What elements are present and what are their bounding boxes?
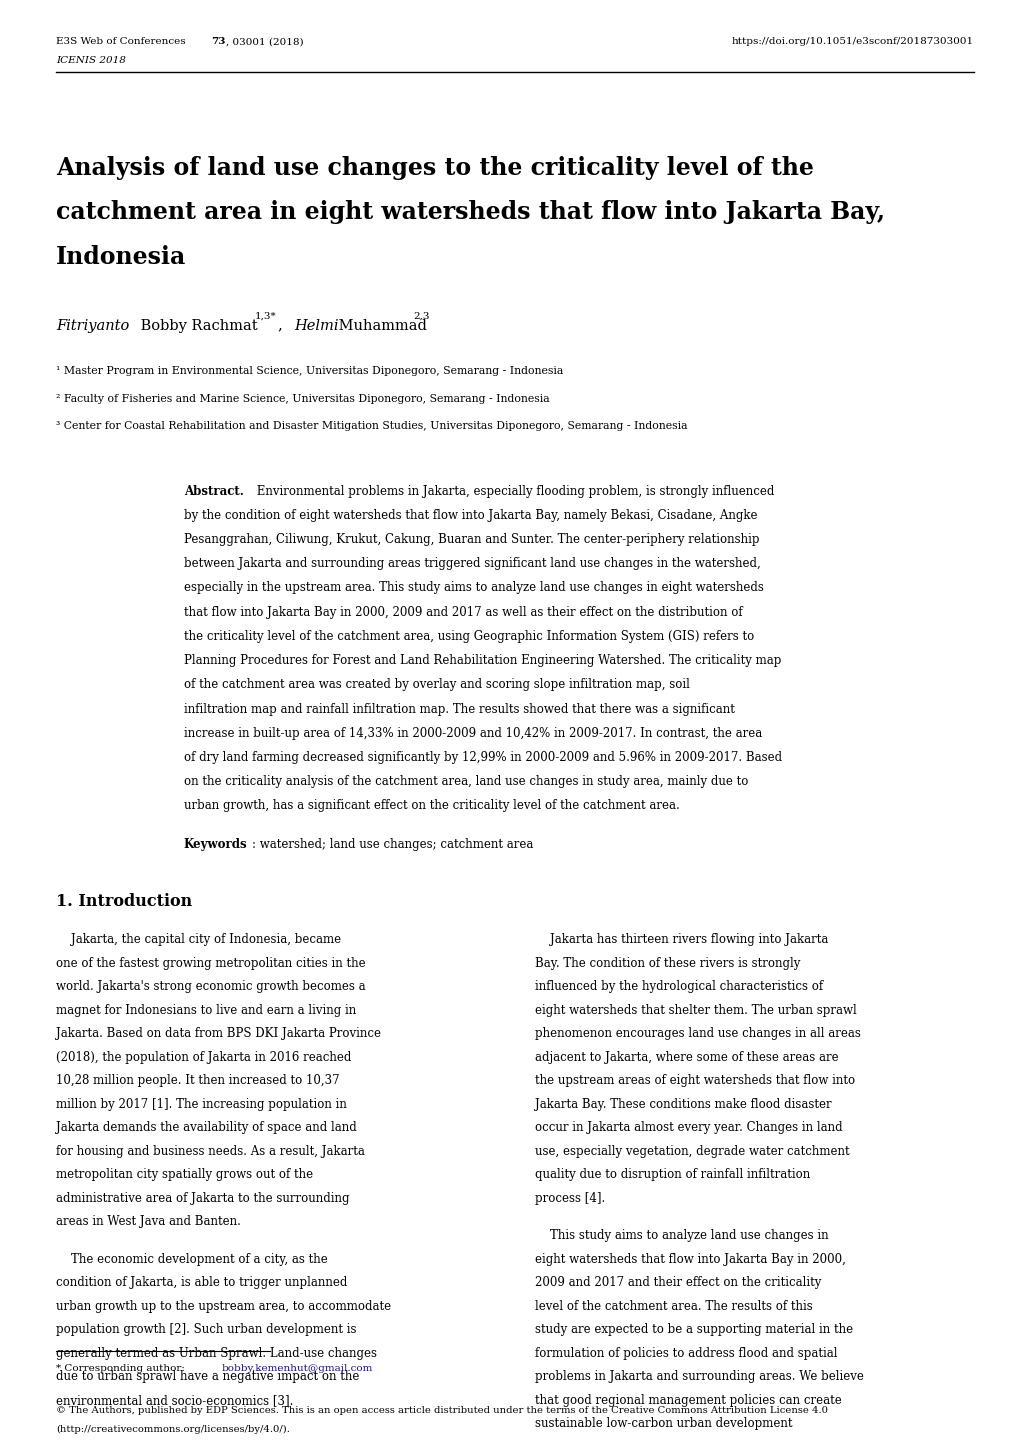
Text: that flow into Jakarta Bay in 2000, 2009 and 2017 as well as their effect on the: that flow into Jakarta Bay in 2000, 2009… <box>183 606 742 619</box>
Text: by the condition of eight watersheds that flow into Jakarta Bay, namely Bekasi, : by the condition of eight watersheds tha… <box>183 509 756 522</box>
Text: : watershed; land use changes; catchment area: : watershed; land use changes; catchment… <box>252 838 533 851</box>
Text: The economic development of a city, as the: The economic development of a city, as t… <box>56 1253 327 1266</box>
Text: influenced by the hydrological characteristics of: influenced by the hydrological character… <box>535 981 822 994</box>
Text: sustainable low-carbon urban development: sustainable low-carbon urban development <box>535 1417 792 1430</box>
Text: generally termed as Urban Sprawl. Land-use changes: generally termed as Urban Sprawl. Land-u… <box>56 1347 377 1360</box>
Text: , 03001 (2018): , 03001 (2018) <box>226 37 304 46</box>
Text: the criticality level of the catchment area, using Geographic Information System: the criticality level of the catchment a… <box>183 630 753 643</box>
Text: study are expected to be a supporting material in the: study are expected to be a supporting ma… <box>535 1324 853 1337</box>
Text: Keywords: Keywords <box>183 838 247 851</box>
Text: one of the fastest growing metropolitan cities in the: one of the fastest growing metropolitan … <box>56 957 366 970</box>
Text: problems in Jakarta and surrounding areas. We believe: problems in Jakarta and surrounding area… <box>535 1370 863 1383</box>
Text: Jakarta has thirteen rivers flowing into Jakarta: Jakarta has thirteen rivers flowing into… <box>535 933 828 946</box>
Text: 73: 73 <box>211 37 225 46</box>
Text: 2009 and 2017 and their effect on the criticality: 2009 and 2017 and their effect on the cr… <box>535 1276 821 1289</box>
Text: metropolitan city spatially grows out of the: metropolitan city spatially grows out of… <box>56 1168 313 1181</box>
Text: 10,28 million people. It then increased to 10,37: 10,28 million people. It then increased … <box>56 1074 339 1087</box>
Text: Fitriyanto: Fitriyanto <box>56 319 129 333</box>
Text: especially in the upstream area. This study aims to analyze land use changes in : especially in the upstream area. This st… <box>183 581 763 594</box>
Text: that good regional management policies can create: that good regional management policies c… <box>535 1394 842 1407</box>
Text: ¹ Master Program in Environmental Science, Universitas Diponegoro, Semarang - In: ¹ Master Program in Environmental Scienc… <box>56 366 562 376</box>
Text: Environmental problems in Jakarta, especially flooding problem, is strongly infl: Environmental problems in Jakarta, espec… <box>253 485 773 497</box>
Text: environmental and socio-economics [3].: environmental and socio-economics [3]. <box>56 1394 293 1407</box>
Text: adjacent to Jakarta, where some of these areas are: adjacent to Jakarta, where some of these… <box>535 1051 839 1064</box>
Text: Pesanggrahan, Ciliwung, Krukut, Cakung, Buaran and Sunter. The center-periphery : Pesanggrahan, Ciliwung, Krukut, Cakung, … <box>183 534 758 547</box>
Text: bobby.kemenhut@gmail.com: bobby.kemenhut@gmail.com <box>221 1364 372 1373</box>
Text: Indonesia: Indonesia <box>56 245 186 270</box>
Text: formulation of policies to address flood and spatial: formulation of policies to address flood… <box>535 1347 838 1360</box>
Text: process [4].: process [4]. <box>535 1191 605 1206</box>
Text: administrative area of Jakarta to the surrounding: administrative area of Jakarta to the su… <box>56 1191 350 1206</box>
Text: condition of Jakarta, is able to trigger unplanned: condition of Jakarta, is able to trigger… <box>56 1276 347 1289</box>
Text: ³ Center for Coastal Rehabilitation and Disaster Mitigation Studies, Universitas: ³ Center for Coastal Rehabilitation and … <box>56 421 687 431</box>
Text: Abstract.: Abstract. <box>183 485 244 497</box>
Text: 1,3*: 1,3* <box>255 311 276 320</box>
Text: ICENIS 2018: ICENIS 2018 <box>56 56 126 65</box>
Text: use, especially vegetation, degrade water catchment: use, especially vegetation, degrade wate… <box>535 1145 849 1158</box>
Text: * Corresponding author:: * Corresponding author: <box>56 1364 189 1373</box>
Text: urban growth, has a significant effect on the criticality level of the catchment: urban growth, has a significant effect o… <box>183 799 679 812</box>
Text: quality due to disruption of rainfall infiltration: quality due to disruption of rainfall in… <box>535 1168 810 1181</box>
Text: urban growth up to the upstream area, to accommodate: urban growth up to the upstream area, to… <box>56 1299 391 1312</box>
Text: Jakarta. Based on data from BPS DKI Jakarta Province: Jakarta. Based on data from BPS DKI Jaka… <box>56 1027 381 1040</box>
Text: million by 2017 [1]. The increasing population in: million by 2017 [1]. The increasing popu… <box>56 1097 346 1110</box>
Text: catchment area in eight watersheds that flow into Jakarta Bay,: catchment area in eight watersheds that … <box>56 200 884 225</box>
Text: (2018), the population of Jakarta in 2016 reached: (2018), the population of Jakarta in 201… <box>56 1051 352 1064</box>
Text: 2,3: 2,3 <box>413 311 429 320</box>
Text: infiltration map and rainfall infiltration map. The results showed that there wa: infiltration map and rainfall infiltrati… <box>183 702 734 715</box>
Text: population growth [2]. Such urban development is: population growth [2]. Such urban develo… <box>56 1324 357 1337</box>
Text: areas in West Java and Banten.: areas in West Java and Banten. <box>56 1216 240 1229</box>
Text: between Jakarta and surrounding areas triggered significant land use changes in : between Jakarta and surrounding areas tr… <box>183 557 759 570</box>
Text: eight watersheds that shelter them. The urban sprawl: eight watersheds that shelter them. The … <box>535 1004 856 1017</box>
Text: This study aims to analyze land use changes in: This study aims to analyze land use chan… <box>535 1230 828 1243</box>
Text: of the catchment area was created by overlay and scoring slope infiltration map,: of the catchment area was created by ove… <box>183 678 689 691</box>
Text: level of the catchment area. The results of this: level of the catchment area. The results… <box>535 1299 812 1312</box>
Text: eight watersheds that flow into Jakarta Bay in 2000,: eight watersheds that flow into Jakarta … <box>535 1253 846 1266</box>
Text: Helmi: Helmi <box>293 319 338 333</box>
Text: increase in built-up area of 14,33% in 2000-2009 and 10,42% in 2009-2017. In con: increase in built-up area of 14,33% in 2… <box>183 727 761 740</box>
Text: https://doi.org/10.1051/e3sconf/20187303001: https://doi.org/10.1051/e3sconf/20187303… <box>732 37 973 46</box>
Text: Jakarta demands the availability of space and land: Jakarta demands the availability of spac… <box>56 1122 357 1135</box>
Text: © The Authors, published by EDP Sciences. This is an open access article distrib: © The Authors, published by EDP Sciences… <box>56 1406 827 1415</box>
Text: (http://creativecommons.org/licenses/by/4.0/).: (http://creativecommons.org/licenses/by/… <box>56 1425 289 1433</box>
Text: Planning Procedures for Forest and Land Rehabilitation Engineering Watershed. Th: Planning Procedures for Forest and Land … <box>183 655 781 668</box>
Text: Bay. The condition of these rivers is strongly: Bay. The condition of these rivers is st… <box>535 957 800 970</box>
Text: E3S Web of Conferences: E3S Web of Conferences <box>56 37 189 46</box>
Text: due to urban sprawl have a negative impact on the: due to urban sprawl have a negative impa… <box>56 1370 359 1383</box>
Text: for housing and business needs. As a result, Jakarta: for housing and business needs. As a res… <box>56 1145 365 1158</box>
Text: the upstream areas of eight watersheds that flow into: the upstream areas of eight watersheds t… <box>535 1074 855 1087</box>
Text: Bobby Rachmat: Bobby Rachmat <box>136 319 262 333</box>
Text: of dry land farming decreased significantly by 12,99% in 2000-2009 and 5.96% in : of dry land farming decreased significan… <box>183 751 781 764</box>
Text: Muhammad: Muhammad <box>333 319 431 333</box>
Text: world. Jakarta's strong economic growth becomes a: world. Jakarta's strong economic growth … <box>56 981 366 994</box>
Text: Analysis of land use changes to the criticality level of the: Analysis of land use changes to the crit… <box>56 156 813 180</box>
Text: phenomenon encourages land use changes in all areas: phenomenon encourages land use changes i… <box>535 1027 860 1040</box>
Text: Jakarta Bay. These conditions make flood disaster: Jakarta Bay. These conditions make flood… <box>535 1097 832 1110</box>
Text: on the criticality analysis of the catchment area, land use changes in study are: on the criticality analysis of the catch… <box>183 776 747 789</box>
Text: ,: , <box>277 319 287 333</box>
Text: Jakarta, the capital city of Indonesia, became: Jakarta, the capital city of Indonesia, … <box>56 933 341 946</box>
Text: occur in Jakarta almost every year. Changes in land: occur in Jakarta almost every year. Chan… <box>535 1122 843 1135</box>
Text: 1. Introduction: 1. Introduction <box>56 893 193 910</box>
Text: ² Faculty of Fisheries and Marine Science, Universitas Diponegoro, Semarang - In: ² Faculty of Fisheries and Marine Scienc… <box>56 394 549 404</box>
Text: magnet for Indonesians to live and earn a living in: magnet for Indonesians to live and earn … <box>56 1004 356 1017</box>
